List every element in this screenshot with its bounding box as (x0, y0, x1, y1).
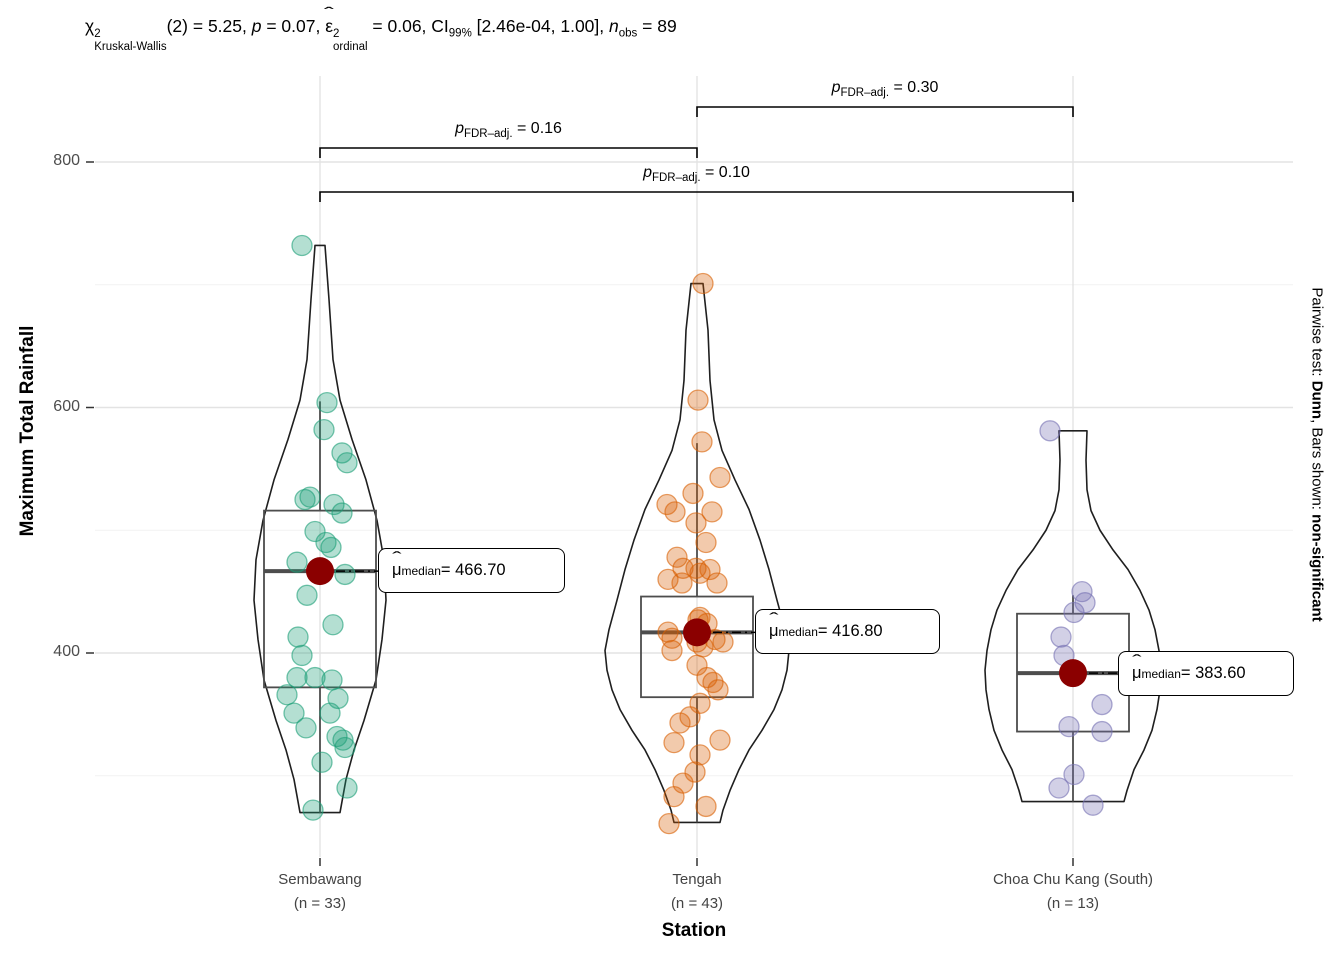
y-axis-title: Maximum Total Rainfall (17, 325, 38, 537)
data-point (1082, 794, 1104, 816)
data-point (294, 488, 316, 511)
data-point (689, 744, 711, 766)
data-point (663, 731, 685, 754)
data-point (334, 736, 356, 759)
data-point (322, 614, 344, 636)
data-point (286, 666, 308, 689)
x-axis-title: Station (661, 920, 727, 941)
data-point (323, 493, 345, 516)
data-point (687, 389, 709, 411)
data-point (326, 725, 348, 748)
pairwise-p-label-2-3: pFDR–adj. = 0.30 (831, 79, 939, 100)
data-point (331, 442, 353, 464)
data-point (1091, 693, 1113, 716)
pairwise-bracket (319, 191, 1074, 202)
data-point (679, 706, 701, 728)
y-tick-label: 600 (53, 397, 80, 415)
data-point (332, 729, 354, 751)
median-dot (306, 557, 334, 586)
data-point (313, 418, 335, 441)
data-point (311, 751, 333, 773)
data-point (1050, 626, 1072, 648)
pairwise-p-label-1-2: pFDR–adj. = 0.16 (455, 120, 562, 141)
data-point (712, 631, 734, 653)
chi-symbol: χ (85, 16, 95, 36)
violin-1 (253, 244, 387, 814)
violin-2 (604, 282, 790, 824)
data-point (689, 562, 711, 584)
data-point (304, 666, 326, 689)
data-point (1058, 716, 1080, 738)
boxplot-box (640, 595, 754, 699)
violin-3 (984, 430, 1162, 803)
data-point (334, 563, 356, 586)
pairwise-bracket (696, 106, 1074, 117)
data-point (331, 502, 353, 524)
data-point (286, 551, 308, 573)
median-callout-sembawang: ˆ μ median = 466.70 (378, 548, 565, 593)
x-category-label: Sembawang (n = 33) (278, 871, 362, 912)
data-point (320, 536, 342, 559)
data-point (295, 717, 317, 739)
data-point (1048, 777, 1070, 799)
boxplot-box (263, 509, 377, 689)
pairwise-p-label-1-3: pFDR–adj. = 0.10 (643, 164, 750, 185)
data-point (336, 452, 358, 474)
median-dot (683, 618, 711, 647)
pairwise-bracket (319, 147, 698, 158)
data-point (287, 626, 309, 648)
median-callout-cck: ˆ μ median = 383.60 (1118, 651, 1294, 696)
data-point (283, 702, 305, 724)
data-point (661, 639, 683, 662)
y-tick-label: 800 (53, 152, 80, 169)
data-point (685, 512, 707, 534)
data-point (302, 799, 324, 821)
x-category-label: Tengah (n = 43) (670, 871, 724, 912)
data-point (321, 669, 343, 691)
data-point (1091, 720, 1113, 743)
data-point (669, 712, 691, 734)
median-dot (1059, 659, 1087, 688)
data-point (658, 812, 680, 835)
data-point (692, 272, 714, 295)
data-point (316, 391, 338, 414)
data-point (1063, 763, 1085, 786)
data-point (701, 501, 723, 523)
data-point (663, 785, 685, 808)
data-point (336, 777, 358, 799)
data-point (276, 684, 298, 706)
data-point (707, 679, 729, 701)
data-point (709, 729, 731, 751)
data-point (296, 584, 318, 606)
data-point (706, 572, 728, 594)
data-point (666, 546, 688, 568)
data-point (682, 482, 704, 505)
data-point (661, 627, 683, 649)
data-point (304, 520, 326, 543)
data-point (1039, 420, 1061, 442)
data-point (671, 572, 693, 594)
data-point (695, 531, 717, 554)
data-point (291, 234, 313, 257)
data-point (664, 501, 686, 523)
data-point (684, 761, 706, 783)
data-point (709, 466, 731, 489)
data-point (657, 568, 679, 590)
data-point (691, 431, 713, 453)
data-point (695, 795, 717, 818)
y-tick-label: 400 (53, 643, 80, 660)
data-point (291, 644, 313, 667)
caption-pairwise-test: Pairwise test: Dunn, Bars shown: non-sig… (1308, 287, 1326, 622)
median-callout-tengah: ˆ μ median = 416.80 (755, 609, 940, 654)
data-point (319, 702, 341, 724)
x-category-label: Choa Chu Kang (South) (n = 13) (992, 871, 1154, 912)
data-point (656, 493, 678, 516)
data-point (657, 621, 679, 643)
data-point (1063, 601, 1085, 624)
